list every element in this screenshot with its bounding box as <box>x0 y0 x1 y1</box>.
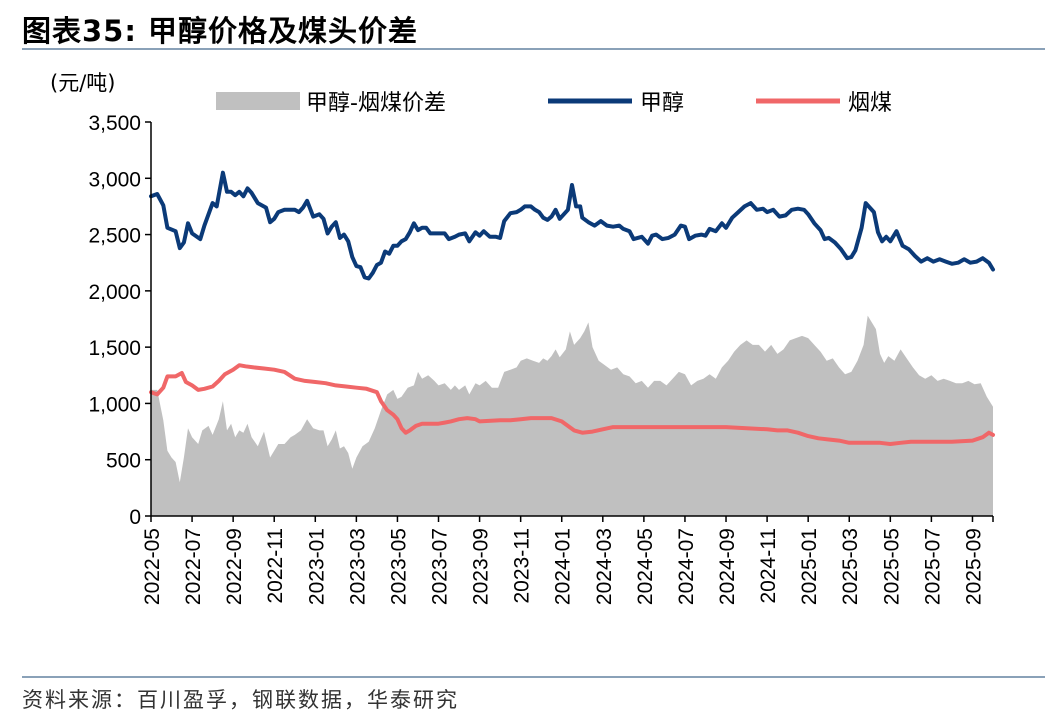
y-tick-label: 3,000 <box>88 168 141 191</box>
x-tick-label: 2023-01 <box>305 528 328 605</box>
x-tick-label: 2023-03 <box>346 528 369 605</box>
series-coal-line <box>149 363 995 446</box>
legend: 甲醇-烟煤价差 甲醇 烟煤 <box>216 91 892 116</box>
x-tick-label: 2022-07 <box>182 528 205 605</box>
x-tick-label: 2025-01 <box>798 528 821 605</box>
x-tick-label: 2022-11 <box>264 528 287 604</box>
x-tick-label: 2024-09 <box>716 528 739 605</box>
title-rule <box>22 48 1045 50</box>
x-tick-label: 2023-11 <box>511 528 534 604</box>
source-rule <box>22 676 1045 678</box>
legend-label-spread: 甲醇-烟煤价差 <box>306 91 446 116</box>
legend-swatch-spread <box>216 92 300 110</box>
x-tick-label: 2025-09 <box>962 528 985 605</box>
x-tick-label: 2023-09 <box>470 528 493 605</box>
y-axis-unit-label: (元/吨) <box>50 71 115 95</box>
x-tick-label: 2024-11 <box>757 528 780 604</box>
y-tick-label: 1,500 <box>88 337 141 360</box>
y-tick-label: 2,000 <box>88 281 141 304</box>
x-tick-label: 2022-05 <box>141 528 164 605</box>
series-spread-area <box>151 315 993 516</box>
x-tick-label: 2022-09 <box>223 528 246 605</box>
x-tick-label: 2024-01 <box>552 528 575 605</box>
x-tick-label: 2023-07 <box>429 528 452 605</box>
x-tick-label: 2024-07 <box>675 528 698 605</box>
y-tick-label: 3,500 <box>88 112 141 135</box>
y-tick-label: 500 <box>106 450 141 473</box>
x-tick-label: 2025-05 <box>880 528 903 605</box>
x-tick-label: 2023-05 <box>387 528 410 605</box>
x-tick-label: 2025-07 <box>921 528 944 605</box>
x-tick-label: 2025-03 <box>839 528 862 605</box>
x-tick-label: 2024-05 <box>634 528 657 605</box>
legend-label-methanol: 甲醇 <box>640 91 684 116</box>
legend-label-coal: 烟煤 <box>848 91 892 116</box>
series-methanol-line <box>149 170 995 281</box>
x-tick-label: 2024-03 <box>593 528 616 605</box>
y-tick-label: 2,500 <box>88 225 141 248</box>
y-tick-label: 0 <box>129 506 141 529</box>
y-tick-label: 1,000 <box>88 393 141 416</box>
chart-title: 图表35: 甲醇价格及煤头价差 <box>22 14 419 48</box>
source-note: 资料来源：百川盈孚，钢联数据，华泰研究 <box>22 688 459 712</box>
